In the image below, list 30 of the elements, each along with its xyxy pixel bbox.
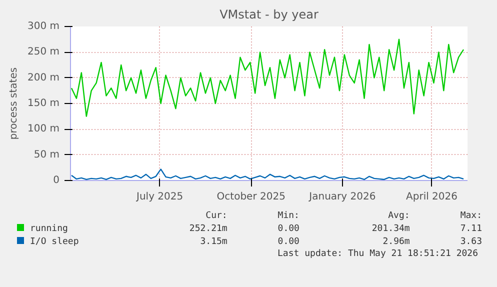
line-series: [70, 38, 464, 117]
text: Last update: Thu May 21 18:51:21 2026: [276, 249, 479, 260]
text: Avg:: [387, 210, 411, 223]
y-tick-label: 300 m: [27, 21, 60, 32]
x-tick-label: January 2026: [308, 192, 376, 202]
y-tick-label: 0: [53, 175, 60, 186]
y-tick-label: 200 m: [27, 72, 60, 84]
text: Min:: [276, 210, 300, 223]
x-tick-label: April 2026: [406, 192, 458, 202]
chart-title: VMstat - by year: [220, 8, 318, 22]
text: 252.21m: [188, 223, 228, 236]
x-tick-label: July 2025: [136, 192, 184, 202]
text: Max:: [459, 210, 483, 223]
y-axis-title: process states: [8, 67, 20, 140]
text: 3.63: [459, 236, 483, 249]
y-tick-label: 150 m: [27, 98, 60, 109]
text: 3.15m: [199, 236, 228, 249]
text: 7.11: [459, 223, 483, 236]
legend-label: running: [29, 223, 69, 236]
text: 0.00: [276, 236, 300, 249]
y-tick-label: 100 m: [27, 124, 60, 135]
line-series: [70, 168, 464, 180]
text: 201.34m: [370, 223, 411, 236]
y-tick-label: 250 m: [27, 46, 60, 58]
text: 0.00: [276, 223, 300, 236]
legend-label: I/O sleep: [29, 236, 80, 249]
y-tick-label: 50 m: [34, 149, 60, 160]
x-tick-label: October 2025: [216, 192, 286, 202]
text: 2.96m: [382, 236, 411, 249]
text: Cur:: [204, 210, 228, 223]
